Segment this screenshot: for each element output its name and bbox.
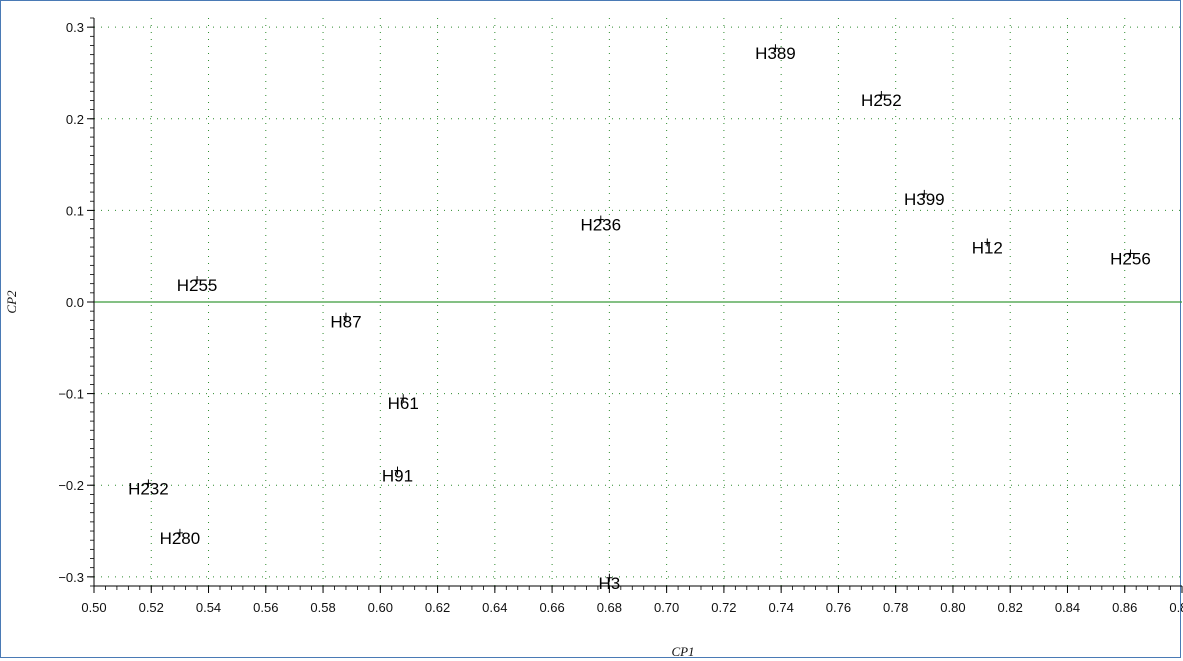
x-tick-label: 0.68	[597, 600, 622, 615]
data-point: H255	[177, 276, 218, 295]
y-tick-label: 0.3	[66, 20, 84, 35]
x-tick-label: 0.62	[425, 600, 450, 615]
y-tick-label: 0.2	[66, 112, 84, 127]
data-point: H280	[160, 528, 201, 548]
point-label: H255	[177, 276, 218, 295]
y-tick-label: −0.1	[58, 387, 84, 402]
data-points: H389 H252 H399 H236 H12 H256 H255 H87 H61 H91 H232…	[128, 44, 1151, 593]
y-tick-labels: −0.3 −0.2 −0.1 0.0 0.1 0.2 0.3	[58, 20, 84, 585]
y-tick-label: 0.1	[66, 203, 84, 218]
x-tick-label: 0.66	[539, 600, 564, 615]
point-label: H236	[580, 216, 621, 235]
tick-marks	[87, 17, 1183, 593]
data-point: H91	[382, 466, 413, 486]
data-point: H252	[861, 90, 902, 110]
data-point: H87	[330, 312, 362, 332]
data-point: H12	[972, 238, 1003, 257]
data-point: H61	[388, 394, 419, 413]
x-tick-label: 0.84	[1055, 600, 1080, 615]
x-tick-label: 0.60	[368, 600, 393, 615]
x-tick-label: 0.82	[998, 600, 1023, 615]
y-tick-label: −0.3	[58, 570, 84, 585]
y-tick-label: 0.0	[66, 295, 84, 310]
x-tick-label: 0.86	[1112, 600, 1137, 615]
point-label: H280	[160, 529, 201, 548]
x-tick-label: 0.78	[883, 600, 908, 615]
data-point: H389	[755, 44, 796, 63]
data-point: H236	[580, 215, 621, 235]
x-tick-label: 0.50	[81, 600, 106, 615]
point-label: H12	[972, 238, 1003, 257]
point-label: H232	[128, 479, 169, 498]
x-tick-labels: 0.50 0.52 0.54 0.56 0.58 0.60 0.62 0.64 0.66 0.68…	[81, 600, 1183, 615]
x-tick-label: 0.56	[253, 600, 278, 615]
x-tick-label: 0.54	[196, 600, 221, 615]
data-point: H399	[904, 189, 945, 209]
x-tick-label: 0.76	[826, 600, 851, 615]
x-tick-label: 0.88	[1169, 600, 1183, 615]
point-label: H399	[904, 190, 945, 209]
x-tick-label: 0.72	[711, 600, 736, 615]
point-label: H389	[755, 44, 796, 63]
point-label: H3	[599, 574, 621, 593]
y-axis-title: CP2	[4, 290, 19, 314]
point-label: H87	[330, 313, 361, 332]
x-axis-title: CP1	[671, 644, 694, 659]
x-tick-label: 0.80	[940, 600, 965, 615]
data-point: H3	[599, 573, 621, 593]
point-label: H61	[388, 394, 419, 413]
x-tick-label: 0.74	[769, 600, 794, 615]
x-tick-label: 0.70	[654, 600, 679, 615]
point-label: H252	[861, 91, 902, 110]
x-tick-label: 0.58	[310, 600, 335, 615]
point-label: H256	[1110, 249, 1151, 268]
y-tick-label: −0.2	[58, 478, 84, 493]
point-label: H91	[382, 467, 413, 486]
data-point: H232	[128, 479, 169, 498]
data-point: H256	[1110, 249, 1151, 268]
x-tick-label: 0.64	[482, 600, 507, 615]
x-tick-label: 0.52	[139, 600, 164, 615]
